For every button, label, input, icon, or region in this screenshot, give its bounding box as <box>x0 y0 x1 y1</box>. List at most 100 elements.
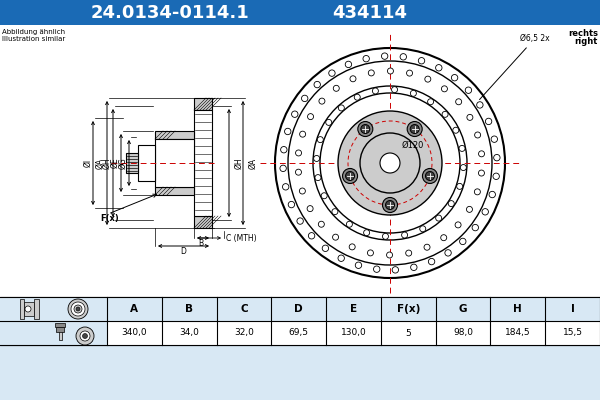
Circle shape <box>418 58 425 64</box>
Circle shape <box>382 233 388 239</box>
Circle shape <box>364 230 370 236</box>
Circle shape <box>332 234 338 240</box>
Circle shape <box>346 221 352 227</box>
Circle shape <box>361 124 370 134</box>
Text: rechts: rechts <box>568 29 598 38</box>
Circle shape <box>281 146 287 153</box>
Circle shape <box>467 114 473 120</box>
Bar <box>0 0 600 25</box>
Circle shape <box>308 114 314 120</box>
Bar <box>155 139 194 187</box>
Bar <box>56 326 64 332</box>
Circle shape <box>321 193 327 199</box>
Text: A: A <box>130 304 139 314</box>
Circle shape <box>380 153 400 173</box>
Circle shape <box>295 169 301 175</box>
Circle shape <box>479 151 485 157</box>
Circle shape <box>338 105 344 111</box>
Text: H: H <box>514 304 522 314</box>
Circle shape <box>319 221 325 227</box>
Circle shape <box>297 218 304 224</box>
Circle shape <box>445 250 451 256</box>
Bar <box>34 299 39 319</box>
Circle shape <box>485 118 492 125</box>
Circle shape <box>71 302 85 316</box>
Circle shape <box>441 235 447 241</box>
Circle shape <box>283 184 289 190</box>
Text: 34,0: 34,0 <box>179 328 199 338</box>
Circle shape <box>275 48 505 278</box>
Bar <box>138 145 155 181</box>
Circle shape <box>284 128 291 135</box>
Circle shape <box>76 327 94 345</box>
Circle shape <box>314 156 320 162</box>
Circle shape <box>420 226 426 232</box>
Circle shape <box>388 68 394 74</box>
Circle shape <box>299 131 305 137</box>
Circle shape <box>74 305 82 313</box>
Text: 130,0: 130,0 <box>341 328 367 338</box>
Circle shape <box>308 232 315 239</box>
Circle shape <box>453 127 459 133</box>
Bar <box>0 25 600 297</box>
Circle shape <box>400 54 406 60</box>
Circle shape <box>494 154 500 161</box>
Text: ØG: ØG <box>118 157 127 169</box>
Circle shape <box>346 172 355 180</box>
Text: E: E <box>350 304 357 314</box>
Text: F(x): F(x) <box>397 304 420 314</box>
Circle shape <box>401 232 407 238</box>
Circle shape <box>319 98 325 104</box>
Circle shape <box>374 266 380 272</box>
Circle shape <box>363 56 370 62</box>
Circle shape <box>410 124 419 134</box>
Bar <box>121 93 217 233</box>
Bar <box>194 216 212 228</box>
Text: 69,5: 69,5 <box>289 328 309 338</box>
Text: ØH: ØH <box>234 157 243 169</box>
Circle shape <box>333 85 339 91</box>
Circle shape <box>425 76 431 82</box>
Circle shape <box>424 244 430 250</box>
Circle shape <box>436 215 442 221</box>
Text: ØA: ØA <box>248 158 257 168</box>
Text: 434114: 434114 <box>332 4 407 22</box>
Circle shape <box>406 250 412 256</box>
Circle shape <box>83 334 88 338</box>
Circle shape <box>314 81 320 88</box>
Circle shape <box>288 201 295 208</box>
Bar <box>20 299 24 319</box>
Circle shape <box>338 111 442 215</box>
Circle shape <box>436 64 442 71</box>
Circle shape <box>354 94 360 100</box>
Circle shape <box>475 132 481 138</box>
Circle shape <box>360 133 420 193</box>
Circle shape <box>482 209 488 215</box>
Circle shape <box>358 122 373 136</box>
Bar <box>126 153 138 173</box>
Circle shape <box>368 70 374 76</box>
Circle shape <box>451 74 458 81</box>
Circle shape <box>349 244 355 250</box>
Bar <box>55 323 65 327</box>
Text: C (MTH): C (MTH) <box>226 234 257 242</box>
Bar <box>107 297 600 321</box>
Circle shape <box>455 222 461 228</box>
Circle shape <box>410 90 416 96</box>
Circle shape <box>455 99 461 105</box>
Text: 98,0: 98,0 <box>453 328 473 338</box>
Text: D: D <box>181 246 187 256</box>
Text: 340,0: 340,0 <box>122 328 147 338</box>
Text: F(x): F(x) <box>100 214 119 222</box>
Bar <box>0 297 107 321</box>
Circle shape <box>466 206 472 212</box>
Circle shape <box>489 191 496 198</box>
Circle shape <box>76 307 80 311</box>
Circle shape <box>392 87 398 93</box>
Circle shape <box>301 95 308 102</box>
Text: 15,5: 15,5 <box>563 328 583 338</box>
Circle shape <box>392 267 398 273</box>
Circle shape <box>373 88 379 94</box>
Circle shape <box>25 306 31 312</box>
Circle shape <box>68 299 88 319</box>
